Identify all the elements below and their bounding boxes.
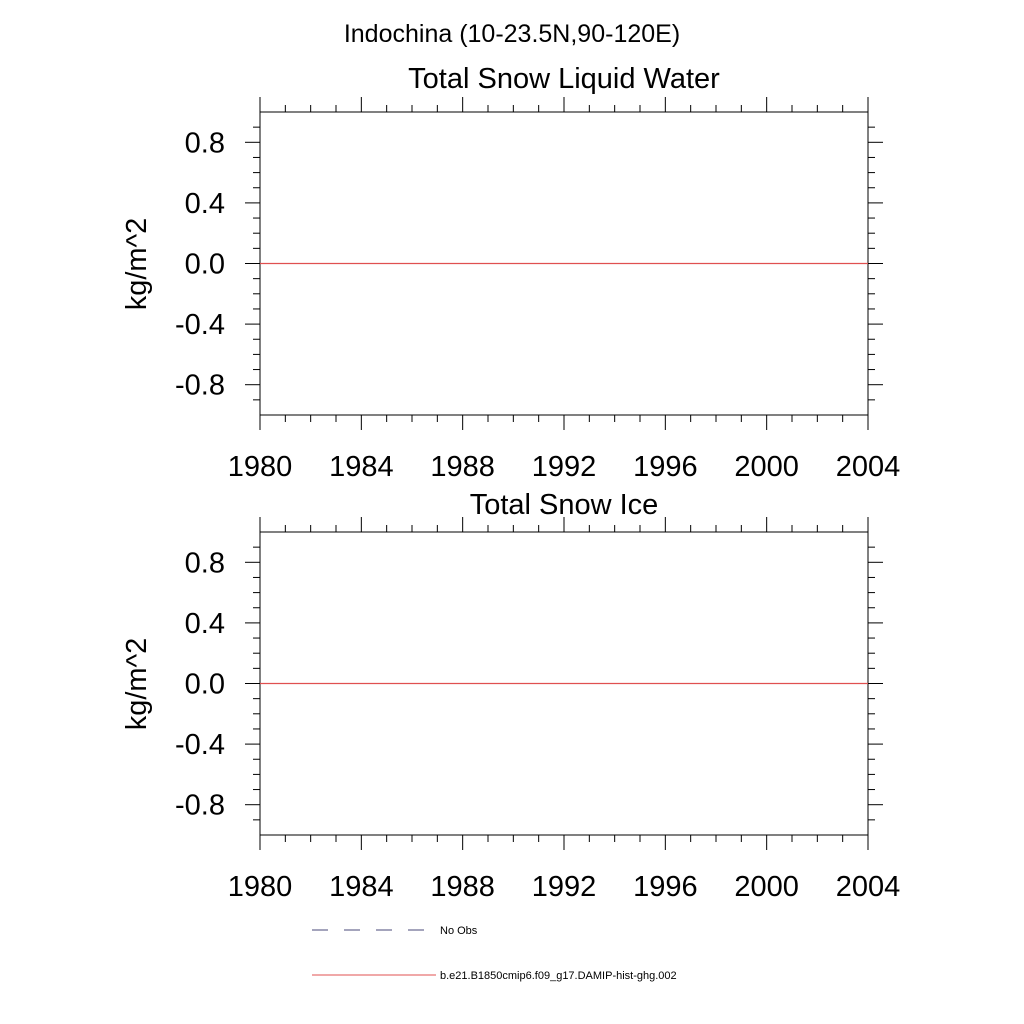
x-tick-label: 2004 bbox=[836, 871, 901, 903]
x-tick-label: 1984 bbox=[329, 451, 394, 483]
figure-title: Indochina (10-23.5N,90-120E) bbox=[344, 20, 680, 48]
chart-title: Total Snow Liquid Water bbox=[408, 63, 720, 95]
chart-title: Total Snow Ice bbox=[470, 489, 659, 521]
chart-panel-snow-liquid-water: Total Snow Liquid Water kg/m^2 1980 1984 1… bbox=[121, 63, 900, 483]
y-axis-label: kg/m^2 bbox=[121, 218, 153, 311]
legend-label-no-obs: No Obs bbox=[440, 925, 478, 937]
y-tick-label: 0.0 bbox=[185, 249, 225, 281]
y-tick-label: 0.0 bbox=[185, 669, 225, 701]
y-axis-label: kg/m^2 bbox=[121, 638, 153, 731]
x-tick-label: 2000 bbox=[734, 451, 799, 483]
y-tick-label: 0.4 bbox=[185, 188, 225, 220]
y-tick-label: -0.4 bbox=[175, 309, 225, 341]
y-tick-label: -0.8 bbox=[175, 790, 225, 822]
y-tick-label: 0.8 bbox=[185, 547, 225, 579]
x-tick-label: 2004 bbox=[836, 451, 901, 483]
x-tick-label: 1992 bbox=[532, 871, 597, 903]
x-tick-label: 1988 bbox=[430, 871, 495, 903]
x-tick-label: 1988 bbox=[430, 451, 495, 483]
x-tick-label: 1996 bbox=[633, 451, 698, 483]
x-tick-label: 1992 bbox=[532, 451, 597, 483]
y-tick-label: -0.8 bbox=[175, 370, 225, 402]
y-tick-label: -0.4 bbox=[175, 729, 225, 761]
legend: No Obs b.e21.B1850cmip6.f09_g17.DAMIP-hi… bbox=[312, 925, 677, 982]
x-tick-label: 1980 bbox=[228, 871, 293, 903]
x-tick-label: 2000 bbox=[734, 871, 799, 903]
legend-label-model: b.e21.B1850cmip6.f09_g17.DAMIP-hist-ghg.… bbox=[440, 970, 677, 982]
x-tick-label: 1996 bbox=[633, 871, 698, 903]
y-tick-label: 0.4 bbox=[185, 608, 225, 640]
x-tick-label: 1980 bbox=[228, 451, 293, 483]
chart-panel-snow-ice: Total Snow Ice kg/m^2 1980 1984 1988 1992 19… bbox=[121, 489, 900, 903]
x-tick-label: 1984 bbox=[329, 871, 394, 903]
y-tick-label: 0.8 bbox=[185, 127, 225, 159]
